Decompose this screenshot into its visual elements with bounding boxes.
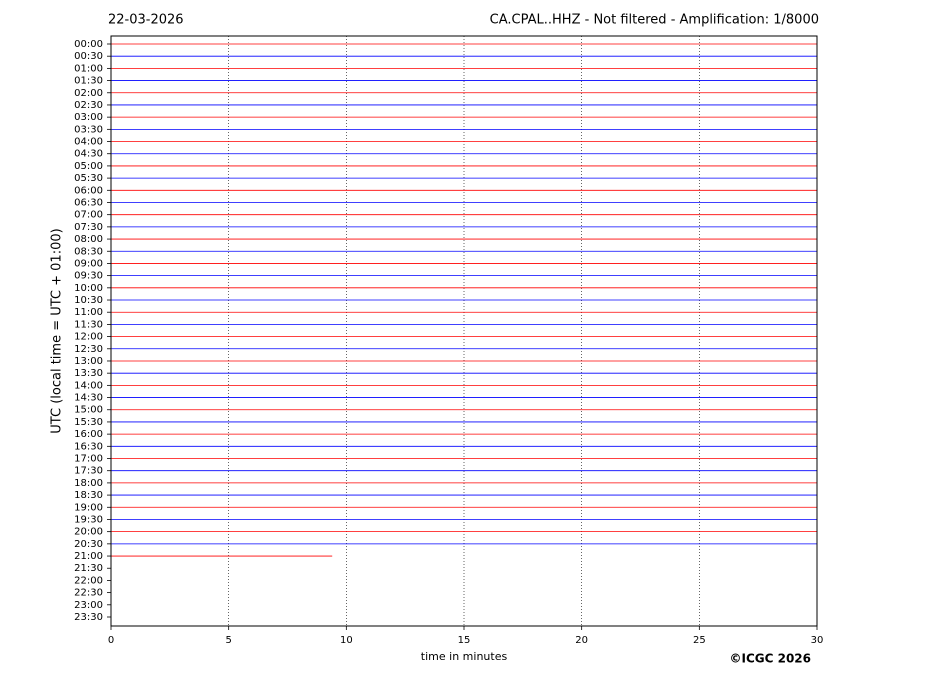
plot-frame: [110, 35, 818, 627]
y-tick-label: 00:30: [74, 51, 103, 62]
y-tick-label: 18:00: [74, 478, 103, 489]
date: 22-03-2026: [108, 13, 184, 28]
y-tick-label: 15:00: [74, 405, 103, 416]
x-tick-label: 15: [458, 635, 471, 646]
y-tick-label: 13:30: [74, 368, 103, 379]
y-tick-label: 16:00: [74, 429, 103, 440]
y-tick-label: 10:30: [74, 295, 103, 306]
x-tick-label: 20: [575, 635, 588, 646]
x-tick-label: 25: [693, 635, 706, 646]
x-tick-label: 5: [225, 635, 231, 646]
y-tick-label: 03:30: [74, 124, 103, 135]
chart-title: CA.CPAL..HHZ - Not filtered - Amplificat…: [490, 13, 819, 28]
y-tick-label: 07:30: [74, 222, 103, 233]
y-tick-label: 22:00: [74, 575, 103, 586]
y-tick-label: 06:00: [74, 185, 103, 196]
y-tick-label: 09:30: [74, 271, 103, 282]
y-tick-label: 06:30: [74, 197, 103, 208]
y-tick-label: 15:30: [74, 417, 103, 428]
y-tick-label: 00:00: [74, 39, 103, 50]
y-tick-label: 08:30: [74, 246, 103, 257]
y-tick-label: 21:00: [74, 551, 103, 562]
y-tick-label: 02:30: [74, 100, 103, 111]
y-tick-label: 05:00: [74, 161, 103, 172]
y-tick-label: 09:00: [74, 258, 103, 269]
y-tick-label: 22:30: [74, 588, 103, 599]
y-tick-label: 18:30: [74, 490, 103, 501]
y-tick-label: 04:00: [74, 137, 103, 148]
y-tick-label: 17:30: [74, 466, 103, 477]
y-tick-label: 08:00: [74, 234, 103, 245]
y-tick-label: 14:00: [74, 380, 103, 391]
x-axis-label: time in minutes: [421, 650, 508, 663]
y-tick-label: 20:30: [74, 539, 103, 550]
y-tick-label: 12:00: [74, 332, 103, 343]
y-tick-label: 16:30: [74, 441, 103, 452]
y-tick-label: 01:30: [74, 76, 103, 87]
y-tick-label: 02:00: [74, 88, 103, 99]
y-tick-label: 11:30: [74, 319, 103, 330]
y-tick-label: 19:00: [74, 502, 103, 513]
y-tick-label: 19:30: [74, 514, 103, 525]
y-tick-label: 13:00: [74, 356, 103, 367]
y-tick-label: 21:30: [74, 563, 103, 574]
y-tick-label: 17:00: [74, 454, 103, 465]
x-tick-label: 0: [108, 635, 114, 646]
credit: ©ICGC 2026: [729, 652, 811, 666]
y-tick-label: 03:00: [74, 112, 103, 123]
y-tick-label: 23:00: [74, 600, 103, 611]
x-tick-label: 30: [811, 635, 824, 646]
y-tick-label: 07:00: [74, 210, 103, 221]
y-axis-label: UTC (local time = UTC + 01:00): [50, 228, 65, 433]
y-tick-label: 10:00: [74, 283, 103, 294]
y-tick-label: 11:00: [74, 307, 103, 318]
x-tick-label: 10: [340, 635, 353, 646]
y-tick-label: 20:00: [74, 527, 103, 538]
y-tick-label: 01:00: [74, 63, 103, 74]
y-tick-label: 12:30: [74, 344, 103, 355]
y-tick-label: 23:30: [74, 612, 103, 623]
y-tick-label: 04:30: [74, 149, 103, 160]
y-tick-label: 14:30: [74, 393, 103, 404]
y-tick-label: 05:30: [74, 173, 103, 184]
